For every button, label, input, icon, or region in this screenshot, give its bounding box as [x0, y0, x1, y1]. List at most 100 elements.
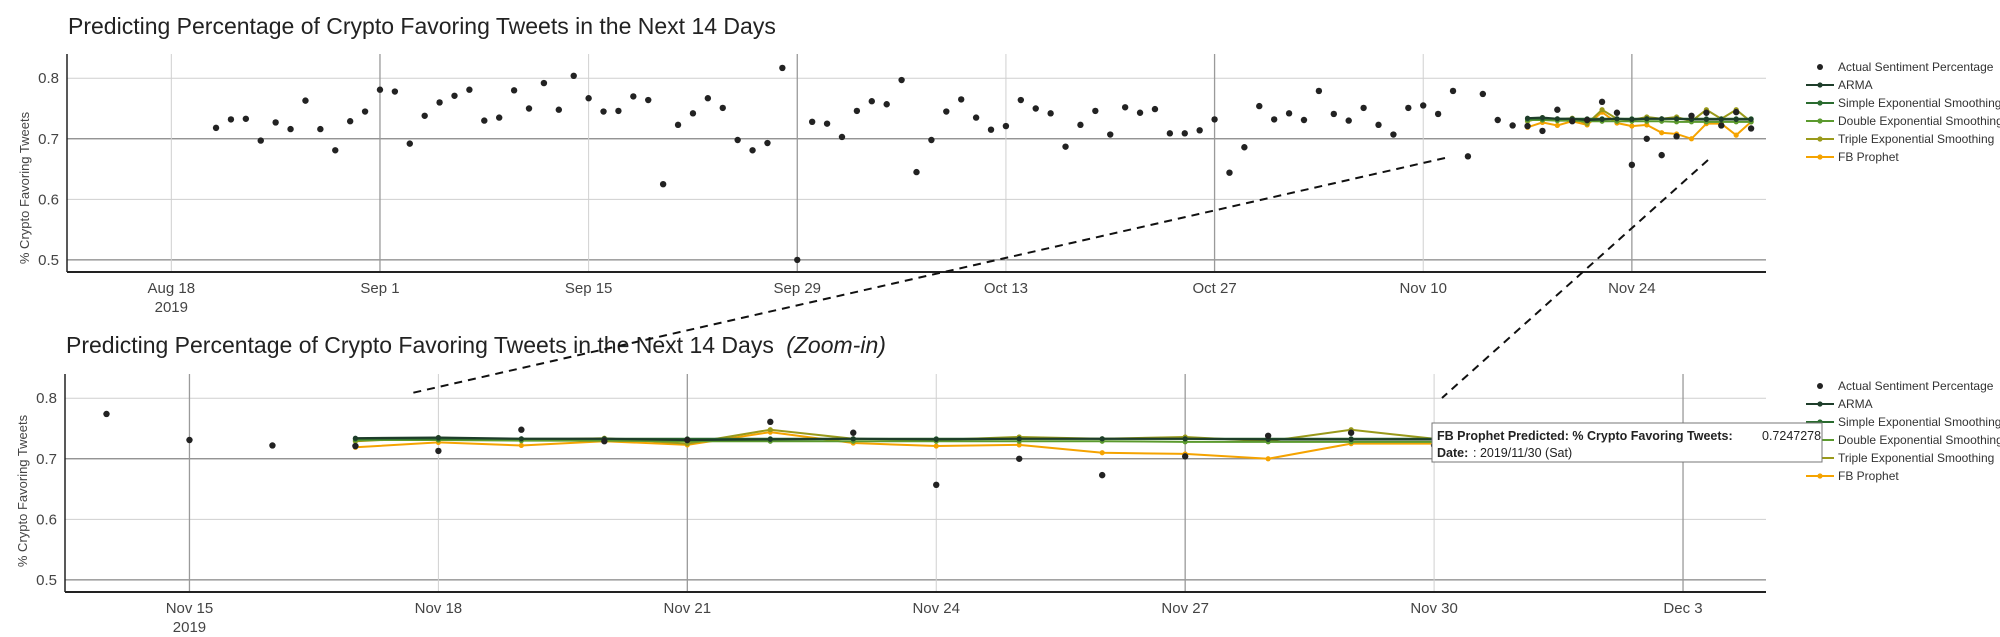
series-marker-fb-prophet[interactable] [933, 443, 939, 449]
actual-point[interactable] [823, 120, 831, 127]
legend-item[interactable]: Double Exponential Smoothing [1806, 433, 2000, 447]
series-marker-arma[interactable] [1599, 116, 1605, 122]
actual-point[interactable] [913, 168, 920, 176]
actual-point[interactable] [242, 115, 250, 122]
actual-point[interactable] [1390, 131, 1397, 138]
actual-point[interactable] [352, 442, 359, 450]
series-marker-arma[interactable] [1524, 115, 1531, 121]
actual-point[interactable] [1598, 98, 1606, 106]
actual-point[interactable] [435, 447, 442, 455]
legend-item[interactable]: FB Prophet [1806, 150, 1899, 164]
actual-point[interactable] [767, 418, 774, 426]
actual-point[interactable] [1539, 127, 1546, 135]
series-marker-fb-prophet[interactable] [1629, 123, 1635, 129]
series-marker-arma[interactable] [933, 436, 939, 442]
actual-point[interactable] [1524, 122, 1531, 130]
actual-point[interactable] [1628, 161, 1636, 169]
series-marker-arma[interactable] [1629, 116, 1635, 122]
actual-point[interactable] [1226, 169, 1233, 176]
actual-point[interactable] [689, 110, 697, 117]
legend-item[interactable]: Actual Sentiment Percentage [1817, 60, 1994, 74]
actual-point[interactable] [764, 139, 771, 147]
actual-point[interactable] [1449, 87, 1457, 95]
actual-point[interactable] [103, 410, 110, 418]
actual-point[interactable] [1047, 110, 1054, 117]
actual-point[interactable] [1375, 121, 1382, 129]
series-marker-fb-prophet[interactable] [1659, 130, 1665, 136]
actual-point[interactable] [518, 426, 525, 433]
actual-point[interactable] [346, 118, 354, 125]
series-marker-fb-prophet[interactable] [1099, 450, 1105, 456]
actual-point[interactable] [1688, 112, 1695, 119]
actual-point[interactable] [1673, 133, 1680, 140]
actual-point[interactable] [1196, 127, 1203, 134]
series-marker-arma[interactable] [1644, 116, 1650, 122]
actual-point[interactable] [684, 436, 691, 444]
actual-point[interactable] [287, 125, 294, 133]
actual-point[interactable] [1554, 106, 1561, 113]
actual-point[interactable] [659, 180, 667, 188]
legend-item[interactable]: ARMA [1806, 397, 1873, 411]
actual-point[interactable] [1643, 135, 1650, 142]
actual-point[interactable] [1136, 109, 1144, 116]
actual-point[interactable] [466, 86, 473, 93]
actual-point[interactable] [1405, 104, 1412, 112]
actual-point[interactable] [1032, 105, 1039, 112]
series-marker-arma[interactable] [850, 436, 856, 442]
series-marker-fb-prophet[interactable] [518, 442, 524, 449]
actual-point[interactable] [1211, 116, 1218, 123]
actual-point[interactable] [269, 442, 276, 449]
actual-point[interactable] [257, 137, 264, 144]
series-marker-arma[interactable] [1748, 116, 1754, 122]
actual-point[interactable] [361, 108, 369, 115]
actual-point[interactable] [391, 88, 399, 95]
actual-point[interactable] [808, 118, 816, 126]
actual-point[interactable] [1002, 122, 1010, 130]
actual-point[interactable] [601, 438, 608, 445]
series-marker-fb-prophet[interactable] [1265, 456, 1271, 462]
series-line-arma[interactable] [355, 436, 1601, 442]
actual-point[interactable] [898, 76, 905, 84]
overview-actual-points[interactable] [212, 64, 1755, 264]
actual-point[interactable] [496, 114, 503, 121]
legend-item[interactable]: ARMA [1806, 78, 1873, 92]
actual-point[interactable] [1732, 108, 1740, 116]
legend-item[interactable]: Triple Exponential Smoothing [1806, 132, 1994, 146]
series-marker-fb-prophet[interactable] [1733, 132, 1739, 138]
series-line-fb-prophet[interactable] [1527, 110, 1752, 140]
actual-point[interactable] [1345, 117, 1352, 124]
actual-point[interactable] [600, 108, 607, 115]
series-line-double-exponential-smoothing[interactable] [355, 439, 1601, 443]
actual-point[interactable] [1718, 122, 1725, 129]
actual-point[interactable] [510, 87, 518, 94]
actual-point[interactable] [615, 107, 622, 115]
actual-point[interactable] [421, 112, 428, 119]
actual-point[interactable] [1016, 455, 1023, 462]
series-line-double-exponential-smoothing[interactable] [1527, 119, 1752, 123]
actual-point[interactable] [704, 95, 712, 102]
series-marker-arma[interactable] [435, 434, 441, 441]
actual-point[interactable] [227, 116, 235, 123]
actual-point[interactable] [1121, 104, 1129, 111]
series-marker-arma[interactable] [1718, 116, 1724, 122]
legend-item[interactable]: Double Exponential Smoothing [1806, 114, 2000, 128]
series-marker-arma[interactable] [1099, 436, 1105, 442]
actual-point[interactable] [630, 93, 637, 100]
actual-point[interactable] [1017, 96, 1025, 104]
actual-point[interactable] [1569, 118, 1576, 125]
actual-point[interactable] [958, 96, 965, 103]
actual-point[interactable] [1509, 122, 1516, 129]
actual-point[interactable] [928, 136, 935, 144]
actual-point[interactable] [1360, 104, 1367, 112]
series-marker-arma[interactable] [767, 436, 773, 442]
actual-point[interactable] [734, 136, 741, 144]
overview-series[interactable] [1524, 107, 1754, 142]
actual-point[interactable] [749, 147, 756, 154]
actual-point[interactable] [540, 79, 548, 87]
actual-point[interactable] [1658, 151, 1665, 159]
series-marker-arma[interactable] [1016, 436, 1022, 442]
series-marker-fb-prophet[interactable] [1688, 136, 1695, 142]
zoom-series[interactable] [352, 427, 1603, 462]
actual-point[interactable] [1270, 116, 1278, 123]
actual-point[interactable] [972, 114, 980, 121]
